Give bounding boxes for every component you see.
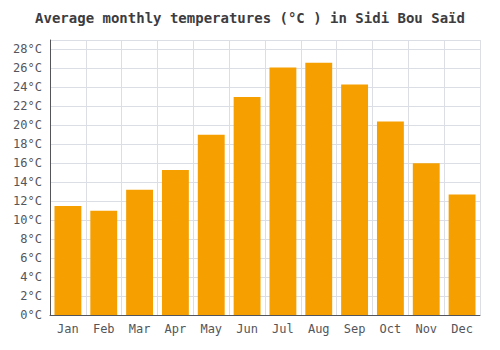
svg-text:18°C: 18°C: [13, 137, 42, 151]
svg-text:Aug: Aug: [308, 322, 330, 336]
svg-text:10°C: 10°C: [13, 213, 42, 227]
svg-text:2°C: 2°C: [20, 289, 42, 303]
svg-text:26°C: 26°C: [13, 61, 42, 75]
svg-text:Jun: Jun: [236, 322, 258, 336]
svg-text:20°C: 20°C: [13, 118, 42, 132]
svg-text:Average monthly temperatures (: Average monthly temperatures (°C ) in Si…: [35, 10, 465, 26]
svg-text:14°C: 14°C: [13, 175, 42, 189]
svg-text:Feb: Feb: [93, 322, 115, 336]
svg-text:Apr: Apr: [165, 322, 187, 336]
svg-text:Dec: Dec: [451, 322, 473, 336]
svg-text:Sep: Sep: [344, 322, 366, 336]
svg-text:Jan: Jan: [57, 322, 79, 336]
svg-text:6°C: 6°C: [20, 251, 42, 265]
svg-text:4°C: 4°C: [20, 270, 42, 284]
svg-text:Nov: Nov: [415, 322, 437, 336]
svg-text:22°C: 22°C: [13, 99, 42, 113]
svg-text:16°C: 16°C: [13, 156, 42, 170]
svg-text:Mar: Mar: [129, 322, 151, 336]
svg-text:12°C: 12°C: [13, 194, 42, 208]
svg-text:May: May: [200, 322, 222, 336]
svg-text:8°C: 8°C: [20, 232, 42, 246]
svg-text:28°C: 28°C: [13, 42, 42, 56]
svg-text:Oct: Oct: [380, 322, 402, 336]
svg-text:0°C: 0°C: [20, 308, 42, 322]
svg-text:24°C: 24°C: [13, 80, 42, 94]
svg-text:Jul: Jul: [272, 322, 294, 336]
